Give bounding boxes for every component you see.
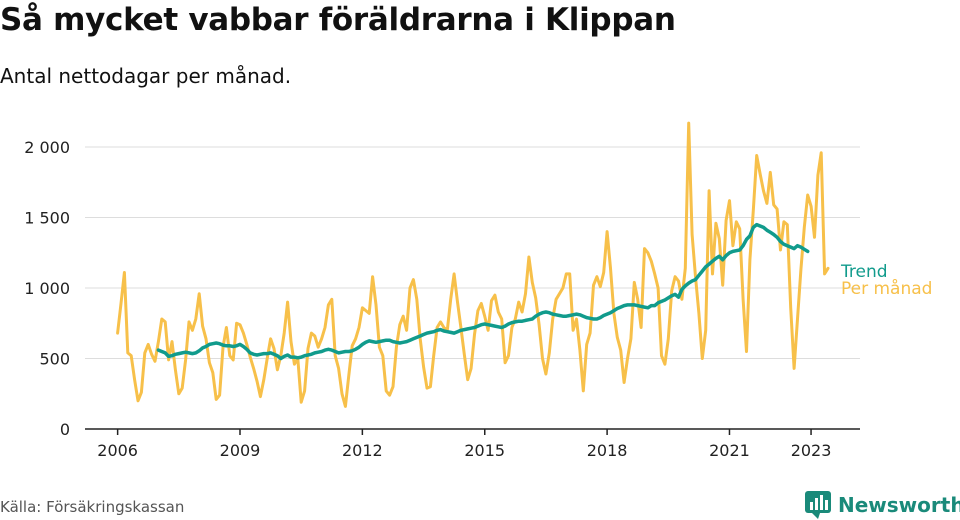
series-line-trend — [156, 222, 810, 361]
y-tick-label: 1 500 — [24, 209, 70, 228]
series-label-trend: Trend — [840, 262, 888, 282]
brand-logo[interactable]: Newsworthy — [804, 490, 960, 520]
series-label-per-manad: Per månad — [841, 278, 932, 299]
x-tick-label: 2023 — [791, 441, 832, 460]
newsworthy-logo-icon — [805, 491, 831, 519]
x-tick-label: 2012 — [342, 441, 383, 460]
x-tick-label: 2009 — [220, 441, 261, 460]
x-tick-label: 2015 — [464, 441, 505, 460]
x-tick-label: 2021 — [709, 441, 750, 460]
y-tick-label: 500 — [39, 350, 70, 369]
x-tick-label: 2006 — [97, 441, 138, 460]
y-tick-label: 1 000 — [24, 279, 70, 298]
chart-title: Så mycket vabbar föräldrarna i Klippan — [0, 2, 676, 38]
y-tick-label: 0 — [60, 420, 70, 439]
series-line-per-manad — [116, 121, 830, 408]
x-tick-label: 2018 — [587, 441, 628, 460]
chart-subtitle: Antal nettodagar per månad. — [0, 64, 292, 88]
source-note: Källa: Försäkringskassan — [0, 498, 185, 516]
y-tick-label: 2 000 — [24, 138, 70, 157]
brand-name: Newsworthy — [838, 493, 960, 517]
